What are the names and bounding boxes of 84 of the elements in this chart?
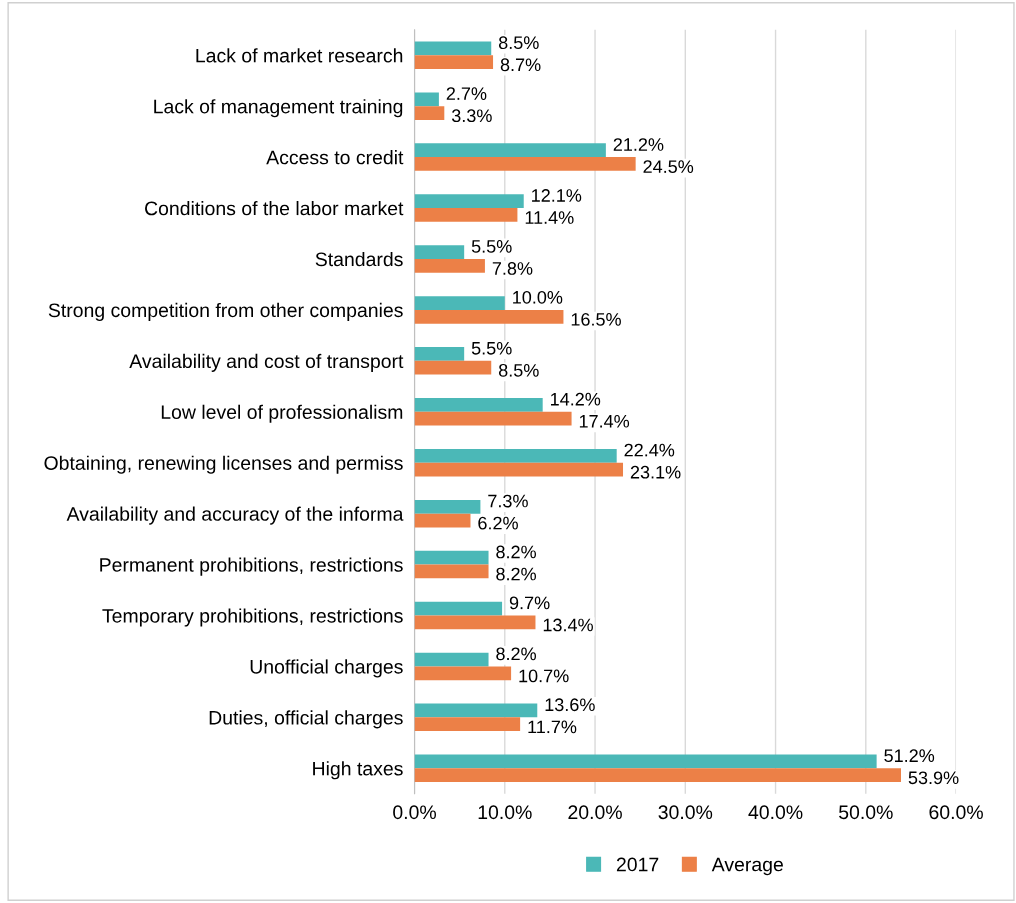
bar [414,296,505,310]
bar [414,41,492,56]
data-label: 8.2% [496,567,536,581]
bar [414,411,572,426]
y-tick-label: Lack of management training [154,99,403,118]
y-tick-label: High taxes [313,761,403,780]
y-tick-label: Obtaining, renewing licenses and permiss [44,455,403,474]
bar [414,55,494,70]
data-label: 3.3% [451,109,492,123]
bar [414,245,465,259]
data-label: 22.4% [624,443,675,457]
bar [414,347,465,361]
legend-label: Average [711,857,783,876]
bar [414,703,538,718]
bar [414,754,877,769]
x-tick-label: 30.0% [658,805,713,820]
data-label: 51.2% [884,749,935,763]
data-label: 5.5% [471,341,512,355]
bar [414,398,543,412]
y-tick-label: Duties, official charges [209,710,403,729]
bar [414,258,485,273]
y-tick-label: Permanent prohibitions, restrictions [100,557,403,576]
x-tick-label: 60.0% [929,805,983,820]
data-label: 10.0% [513,290,563,304]
data-label: 8.5% [498,36,539,50]
bar [414,309,564,324]
x-tick-label: 50.0% [839,805,893,820]
data-label: 14.2% [551,392,601,406]
y-tick-label: Low level of professionalism [161,404,403,423]
bar [414,499,481,514]
y-tick-label: Temporary prohibitions, restrictions [102,608,403,627]
y-tick-label: Strong competition from other companies [48,302,403,321]
data-label: 17.4% [579,414,630,428]
data-label: 6.2% [478,516,518,530]
data-label: 16.5% [571,313,621,326]
bar [414,143,606,158]
y-tick-label: Availability and accuracy of the informa [66,506,404,525]
bar [414,768,901,783]
y-tick-label: Lack of market research [196,48,403,63]
data-label: 11.4% [525,211,574,224]
data-label: 7.3% [488,494,528,508]
y-tick-label: Conditions of the labor market [145,201,404,216]
data-label: 8.5% [498,363,539,377]
data-label: 53.9% [908,771,959,785]
data-label: 10.7% [519,669,569,683]
bar [414,550,489,565]
bar [414,208,518,222]
data-label: 8.2% [496,647,536,661]
bar [414,462,624,477]
x-tick-label: 40.0% [748,805,803,820]
data-label: 21.2% [613,138,664,151]
bar [414,448,617,463]
data-label: 9.7% [509,596,550,610]
data-label: 8.2% [496,545,536,559]
bar [414,564,489,579]
bar [414,513,471,528]
bar [414,615,536,630]
legend-label: 2017 [616,857,659,872]
y-tick-label: Standards [315,251,403,267]
y-tick-label: Unofficial charges [250,659,403,678]
data-label: 13.6% [545,698,595,712]
data-label: 11.7% [528,720,577,734]
bar [414,601,503,616]
bar [414,157,636,171]
y-tick-label: Access to credit [266,150,404,165]
data-label: 8.7% [500,58,541,72]
data-label: 13.4% [543,618,593,632]
data-label: 12.1% [532,189,582,202]
data-label: 5.5% [471,240,512,253]
data-label: 23.1% [630,465,681,479]
bar [414,92,439,107]
data-label: 2.7% [446,87,487,100]
bar [414,666,512,681]
bar [414,652,489,667]
data-label: 24.5% [643,160,694,174]
bar [414,194,524,209]
y-tick-label: Availability and cost of transport [129,353,404,372]
bar [414,360,492,375]
bar [414,106,445,120]
data-label: 7.8% [492,262,533,275]
x-tick-label: 0.0% [393,805,436,820]
bar [414,717,521,732]
x-tick-label: 10.0% [478,805,532,820]
x-tick-label: 20.0% [568,805,622,820]
